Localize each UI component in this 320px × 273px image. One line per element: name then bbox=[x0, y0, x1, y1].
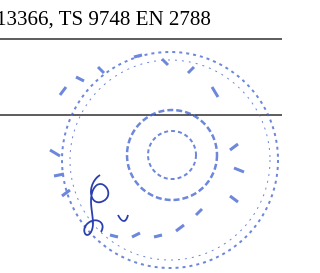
signature bbox=[84, 175, 128, 235]
stamp-outer-ring bbox=[62, 52, 278, 268]
stamp bbox=[50, 52, 278, 268]
document-fragment: 13366, TS 9748 EN 2788 bbox=[0, 0, 282, 273]
stamp-inner-ring bbox=[127, 110, 217, 200]
standard-codes: 13366, TS 9748 EN 2788 bbox=[0, 6, 211, 30]
stamp-ring bbox=[70, 60, 270, 260]
page: 13366, TS 9748 EN 2788 (() => { const da… bbox=[0, 0, 282, 273]
stamp-center-ring bbox=[148, 131, 196, 179]
